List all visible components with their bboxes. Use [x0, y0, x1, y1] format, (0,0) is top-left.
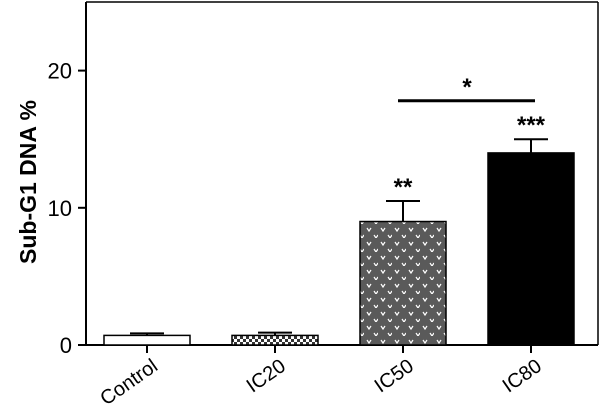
x-tick-label-ic20: IC20 [243, 355, 290, 397]
x-tick-label-control: Control [96, 355, 161, 410]
bar-ic20 [231, 334, 319, 346]
bar-ic50 [359, 220, 447, 346]
y-axis-label: Sub-G1 DNA % [15, 100, 41, 264]
bar-ic80 [487, 152, 575, 346]
x-tick-label-ic50: IC50 [371, 355, 418, 397]
x-tick-label-ic80: IC80 [499, 355, 546, 397]
significance-label-ic50: ** [394, 174, 413, 201]
y-tick-label: 20 [48, 59, 72, 84]
bar-control [103, 334, 191, 346]
y-tick-label: 10 [48, 196, 72, 221]
y-tick-label: 0 [60, 333, 72, 358]
comparison-label: * [462, 74, 472, 101]
significance-label-ic80: *** [517, 112, 546, 139]
